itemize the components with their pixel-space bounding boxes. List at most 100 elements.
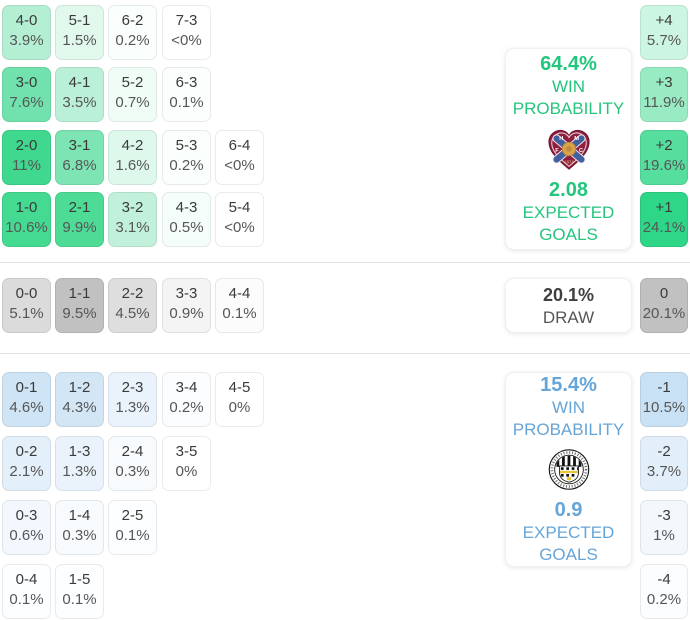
away-score-cell-2-3[interactable]: 2-3 1.3% — [108, 372, 157, 427]
draw-score-cell-3-3[interactable]: 3-3 0.9% — [162, 278, 211, 333]
draw-score-cell-0-0[interactable]: 0-0 5.1% — [2, 278, 51, 333]
score-label: 2-3 — [121, 379, 144, 396]
probability-label: 0.5% — [169, 219, 204, 236]
home-score-cell-5-4[interactable]: 5-4 <0% — [215, 192, 264, 247]
away-score-cell-4-5[interactable]: 4-5 0% — [215, 372, 264, 427]
home-score-cell-4-2[interactable]: 4-2 1.6% — [108, 130, 157, 185]
probability-label: <0% — [171, 32, 202, 49]
away-score-cell-3-4[interactable]: 3-4 0.2% — [162, 372, 211, 427]
away-score-cell-0-2[interactable]: 0-2 2.1% — [2, 436, 51, 491]
away-margin-cell--1[interactable]: -1 10.5% — [640, 372, 688, 427]
score-label: 6-2 — [121, 12, 144, 29]
home-margin-cell-+4[interactable]: +4 5.7% — [640, 5, 688, 60]
home-win-probability-panel: 64.4% WIN PROBABILITY H M F C 1874 2.08 EX… — [505, 48, 632, 250]
draw-score-cell-1-1[interactable]: 1-1 9.5% — [55, 278, 104, 333]
probability-label: 0.2% — [646, 591, 682, 608]
probability-label: 11.9% — [643, 94, 685, 111]
home-score-cell-5-1[interactable]: 5-1 1.5% — [55, 5, 104, 60]
probability-label: 0.6% — [9, 527, 44, 544]
probability-label: 0.3% — [62, 527, 97, 544]
separator-draw-away — [0, 353, 690, 354]
away-score-cell-0-3[interactable]: 0-3 0.6% — [2, 500, 51, 555]
score-label: +1 — [655, 199, 673, 216]
home-score-cell-2-1[interactable]: 2-1 9.9% — [55, 192, 104, 247]
away-score-cell-3-5[interactable]: 3-5 0% — [162, 436, 211, 491]
home-score-cell-4-1[interactable]: 4-1 3.5% — [55, 67, 104, 122]
probability-label: 20.1% — [642, 305, 686, 322]
probability-label: 4.3% — [62, 399, 97, 416]
probability-label: 9.5% — [62, 305, 97, 322]
score-label: 1-0 — [15, 199, 38, 216]
probability-label: 1% — [653, 527, 675, 544]
home-win-label: WIN — [551, 77, 586, 96]
away-score-cell-1-4[interactable]: 1-4 0.3% — [55, 500, 104, 555]
score-label: -3 — [657, 507, 671, 524]
probability-label: 0.1% — [9, 591, 44, 608]
away-margin-cell--3[interactable]: -3 1% — [640, 500, 688, 555]
home-score-cell-4-0[interactable]: 4-0 3.9% — [2, 5, 51, 60]
away-margin-cell--2[interactable]: -2 3.7% — [640, 436, 688, 491]
home-score-cell-3-1[interactable]: 3-1 6.8% — [55, 130, 104, 185]
score-label: -4 — [657, 571, 671, 588]
score-label: 4-1 — [68, 74, 91, 91]
score-label: 0 — [659, 285, 669, 302]
draw-probability-value: 20.1% — [542, 284, 595, 305]
draw-score-cell-2-2[interactable]: 2-2 4.5% — [108, 278, 157, 333]
home-score-cell-3-0[interactable]: 3-0 7.6% — [2, 67, 51, 122]
probability-label: 3.5% — [62, 94, 97, 111]
score-label: 0-0 — [15, 285, 38, 302]
score-label: 6-3 — [175, 74, 198, 91]
away-margin-cell--4[interactable]: -4 0.2% — [640, 564, 688, 619]
away-score-cell-1-3[interactable]: 1-3 1.3% — [55, 436, 104, 491]
probability-label: 24.1% — [642, 219, 686, 236]
probability-label: 5.1% — [9, 305, 44, 322]
away-score-cell-2-4[interactable]: 2-4 0.3% — [108, 436, 157, 491]
home-score-cell-1-0[interactable]: 1-0 10.6% — [2, 192, 51, 247]
draw-margin-cell-0[interactable]: 0 20.1% — [640, 278, 688, 333]
away-score-cell-2-5[interactable]: 2-5 0.1% — [108, 500, 157, 555]
home-score-cell-7-3[interactable]: 7-3 <0% — [162, 5, 211, 60]
score-label: 2-5 — [121, 507, 144, 524]
away-probability-label: PROBABILITY — [512, 420, 625, 439]
probability-label: 7.6% — [9, 94, 44, 111]
home-score-cell-5-3[interactable]: 5-3 0.2% — [162, 130, 211, 185]
probability-label: 10.6% — [5, 219, 48, 236]
score-label: 0-3 — [15, 507, 38, 524]
home-score-cell-5-2[interactable]: 5-2 0.7% — [108, 67, 157, 122]
away-expected-goals-value: 0.9 — [554, 499, 583, 521]
svg-text:H: H — [559, 136, 563, 142]
draw-label: DRAW — [542, 307, 595, 327]
probability-label: 0% — [228, 399, 251, 416]
away-win-probability-panel: 15.4% WIN PROBABILITY 0.9 EXPE — [505, 372, 632, 567]
score-label: 0-1 — [15, 379, 38, 396]
probability-label: 1.6% — [115, 157, 150, 174]
away-score-cell-0-1[interactable]: 0-1 4.6% — [2, 372, 51, 427]
probability-label: 19.6% — [642, 157, 686, 174]
score-label: 1-1 — [68, 285, 91, 302]
home-score-cell-3-2[interactable]: 3-2 3.1% — [108, 192, 157, 247]
draw-score-cell-4-4[interactable]: 4-4 0.1% — [215, 278, 264, 333]
score-label: 4-0 — [15, 12, 38, 29]
home-score-cell-4-3[interactable]: 4-3 0.5% — [162, 192, 211, 247]
home-margin-cell-+2[interactable]: +2 19.6% — [640, 130, 688, 185]
away-score-cell-0-4[interactable]: 0-4 0.1% — [2, 564, 51, 619]
home-score-cell-6-4[interactable]: 6-4 <0% — [215, 130, 264, 185]
score-label: 1-4 — [68, 507, 91, 524]
score-label: 4-4 — [228, 285, 251, 302]
probability-label: 4.6% — [9, 399, 44, 416]
svg-text:1874: 1874 — [564, 159, 574, 164]
probability-label: <0% — [224, 157, 255, 174]
home-score-cell-6-3[interactable]: 6-3 0.1% — [162, 67, 211, 122]
home-margin-cell-+1[interactable]: +1 24.1% — [640, 192, 688, 247]
away-score-cell-1-5[interactable]: 1-5 0.1% — [55, 564, 104, 619]
away-goals-label: GOALS — [539, 545, 598, 564]
home-probability-label: PROBABILITY — [512, 99, 625, 118]
home-score-cell-2-0[interactable]: 2-0 11% — [2, 130, 51, 185]
away-score-cell-1-2[interactable]: 1-2 4.3% — [55, 372, 104, 427]
home-margin-cell-+3[interactable]: +3 11.9% — [640, 67, 688, 122]
home-score-cell-6-2[interactable]: 6-2 0.2% — [108, 5, 157, 60]
score-label: 2-1 — [68, 199, 91, 216]
probability-label: 1.5% — [62, 32, 97, 49]
score-label: 5-3 — [175, 137, 198, 154]
